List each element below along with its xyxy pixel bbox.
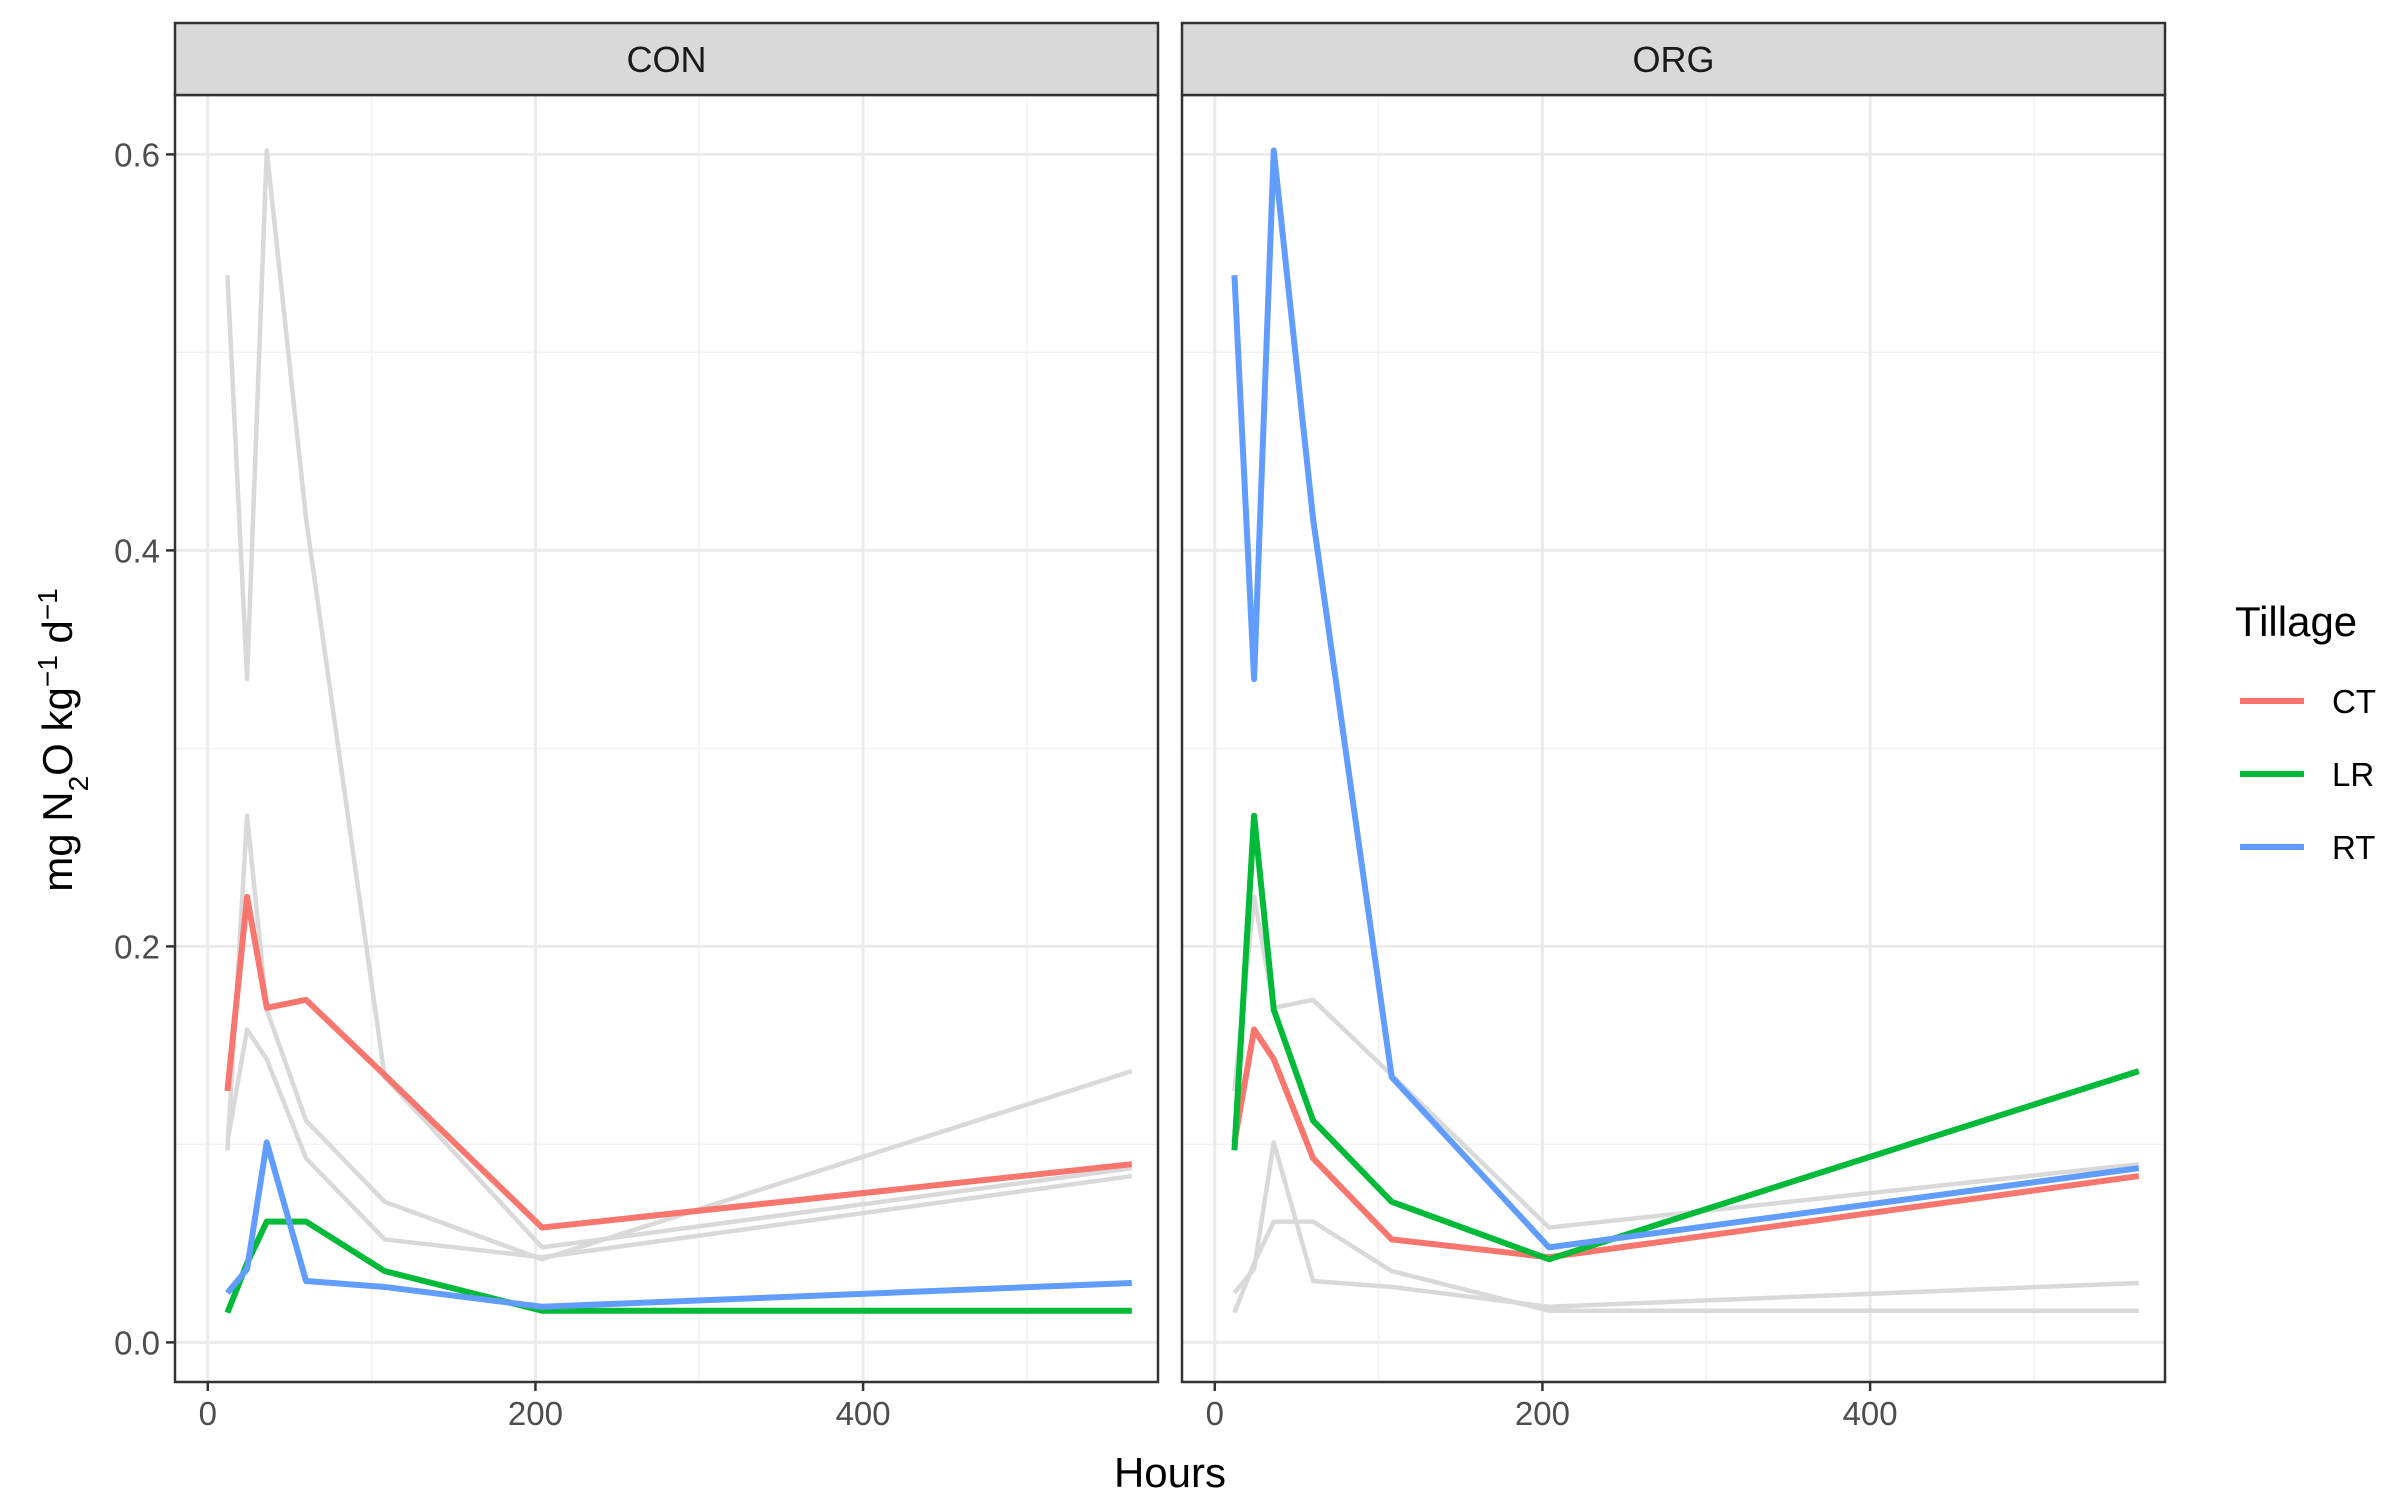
series-line-rt: [225, 1139, 1132, 1310]
background-series-line: [1232, 894, 2140, 1230]
background-series-line: [225, 148, 1133, 1250]
background-series-line: [1232, 1140, 2139, 1310]
y-axis-title-part: O kg: [34, 687, 81, 776]
facet-strip: [1180, 21, 2167, 97]
panels-layer: CON 0 200 400 ORG 0 200 400 0.0 0.2 0.4 0.6: [114, 21, 2167, 1432]
x-tick-label: 200: [508, 1395, 563, 1432]
y-axis-title-part: mg N: [34, 791, 81, 891]
background-series-line: [225, 813, 1133, 1262]
y-tick-label: 0.2: [114, 928, 160, 965]
x-tick-label: 400: [1843, 1395, 1898, 1432]
facet-panel-org: ORG 0 200 400: [1180, 21, 2167, 1432]
y-axis-title: mg N2O kg−1 d−1: [32, 588, 94, 892]
y-tick-label: 0.4: [114, 532, 160, 569]
legend: Tillage CT LR RT: [2235, 598, 2376, 866]
facet-strip-label: CON: [627, 39, 707, 80]
plot-background: [175, 95, 1158, 1382]
legend-title: Tillage: [2235, 598, 2357, 645]
y-tick-label: 0.6: [114, 136, 160, 173]
plot-background: [1182, 95, 2165, 1382]
series-line-rt: [1231, 147, 2140, 1251]
y-axis-title-subscript: 2: [63, 776, 94, 792]
legend-label-rt: RT: [2332, 829, 2375, 866]
legend-label-ct: CT: [2332, 683, 2376, 720]
x-tick-label: 0: [1206, 1395, 1224, 1432]
legend-entries: CT LR RT: [2240, 683, 2376, 866]
x-tick-label: 0: [199, 1395, 217, 1432]
facet-panel-con: CON 0 200 400: [173, 21, 1160, 1432]
x-tick-label: 400: [836, 1395, 891, 1432]
series-line-ct: [224, 893, 1133, 1231]
x-tick-label: 200: [1515, 1395, 1570, 1432]
x-axis-title: Hours: [1114, 1449, 1226, 1496]
legend-label-lr: LR: [2332, 756, 2374, 793]
series-line-lr: [1231, 812, 2140, 1263]
y-axis-title-superscript: −1: [32, 588, 63, 620]
facet-strip-label: ORG: [1632, 39, 1714, 80]
y-axis-title-superscript: −1: [32, 655, 63, 687]
y-axis-title-part: d: [34, 620, 81, 655]
facet-strip: [173, 21, 1160, 97]
y-tick-label: 0.0: [114, 1324, 160, 1361]
